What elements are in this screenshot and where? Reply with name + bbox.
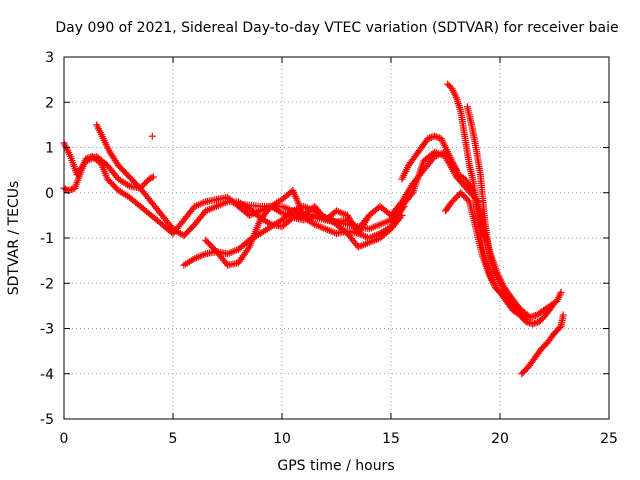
y-tick-label: -2 (40, 276, 54, 292)
data-point (397, 213, 405, 221)
data-point (222, 259, 230, 267)
y-tick-label: 0 (45, 186, 54, 202)
data-point (464, 196, 472, 204)
data-point (148, 132, 156, 140)
data-point (522, 315, 530, 323)
data-points (60, 80, 567, 378)
data-point (474, 198, 482, 206)
axis-ticks: 0 5 10 15 20 25 -5 -4 -3 -2 -1 0 1 2 3 (40, 50, 618, 447)
x-tick-label: 20 (491, 431, 509, 447)
y-tick-label: -5 (40, 412, 54, 428)
y-tick-label: 3 (45, 50, 54, 66)
y-axis-label: SDTVAR / TECUs (6, 181, 22, 296)
data-point (557, 288, 565, 296)
y-tick-label: 1 (45, 141, 54, 157)
grid-lines (64, 57, 609, 419)
chart-title: Day 090 of 2021, Sidereal Day-to-day VTE… (55, 20, 618, 36)
x-tick-label: 0 (60, 431, 69, 447)
x-axis-label: GPS time / hours (277, 458, 394, 474)
y-tick-label: -4 (40, 367, 54, 383)
y-tick-label: -1 (40, 231, 54, 247)
x-tick-label: 25 (600, 431, 618, 447)
data-point (148, 174, 156, 182)
data-point (547, 303, 555, 311)
y-tick-label: -3 (40, 322, 54, 338)
x-tick-label: 5 (169, 431, 178, 447)
data-point (473, 196, 481, 204)
data-point (548, 302, 556, 310)
x-tick-label: 10 (273, 431, 291, 447)
data-point (521, 314, 529, 322)
data-point (556, 324, 564, 332)
data-point (559, 311, 567, 319)
y-tick-label: 2 (45, 95, 54, 111)
data-point (398, 211, 406, 219)
data-point (407, 190, 415, 198)
data-point (149, 173, 157, 181)
x-tick-label: 15 (382, 431, 400, 447)
